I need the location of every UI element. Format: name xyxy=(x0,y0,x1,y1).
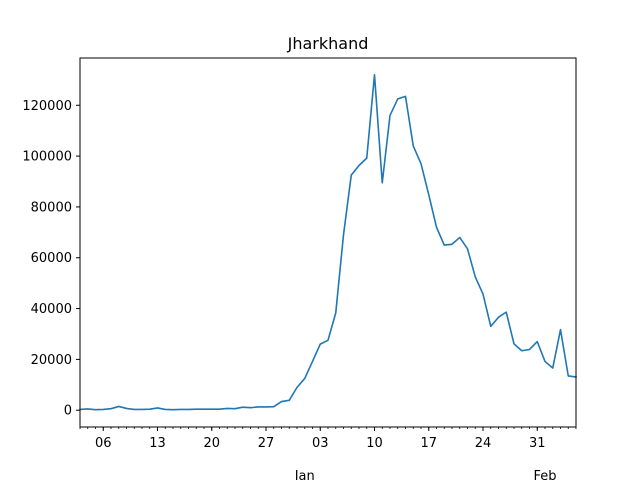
y-tick-label: 0 xyxy=(64,404,72,419)
y-tick-label: 60000 xyxy=(31,251,72,266)
x-tick-label: 10 xyxy=(366,436,383,451)
chart-title: Jharkhand xyxy=(287,34,369,53)
x-tick-label: 31 xyxy=(529,436,546,451)
x-axis: 06 13 20 27 03 10 17 24 31 Jan Feb xyxy=(79,427,577,480)
x-tick-label: 27 xyxy=(258,436,275,451)
y-tick-label: 80000 xyxy=(31,200,72,215)
x-tick-label: 06 xyxy=(95,436,112,451)
x-tick-label: 24 xyxy=(475,436,492,451)
y-tick-label: 40000 xyxy=(31,302,72,317)
series-layer xyxy=(79,73,577,411)
y-tick-label: 120000 xyxy=(22,99,72,114)
plot-area xyxy=(80,58,576,427)
y-axis: 0 20000 40000 60000 80000 100000 120000 xyxy=(22,99,80,419)
x-tick-label: 17 xyxy=(420,436,437,451)
x-tick-label: 13 xyxy=(149,436,166,451)
y-tick-label: 100000 xyxy=(22,150,72,165)
y-tick-label: 20000 xyxy=(31,353,72,368)
x-month-label: Jan xyxy=(294,469,315,480)
x-tick-label: 20 xyxy=(203,436,220,451)
plot-frame xyxy=(79,57,577,428)
x-month-label: Feb xyxy=(533,469,556,480)
x-tick-label: 03 xyxy=(312,436,329,451)
series-line xyxy=(79,73,577,411)
